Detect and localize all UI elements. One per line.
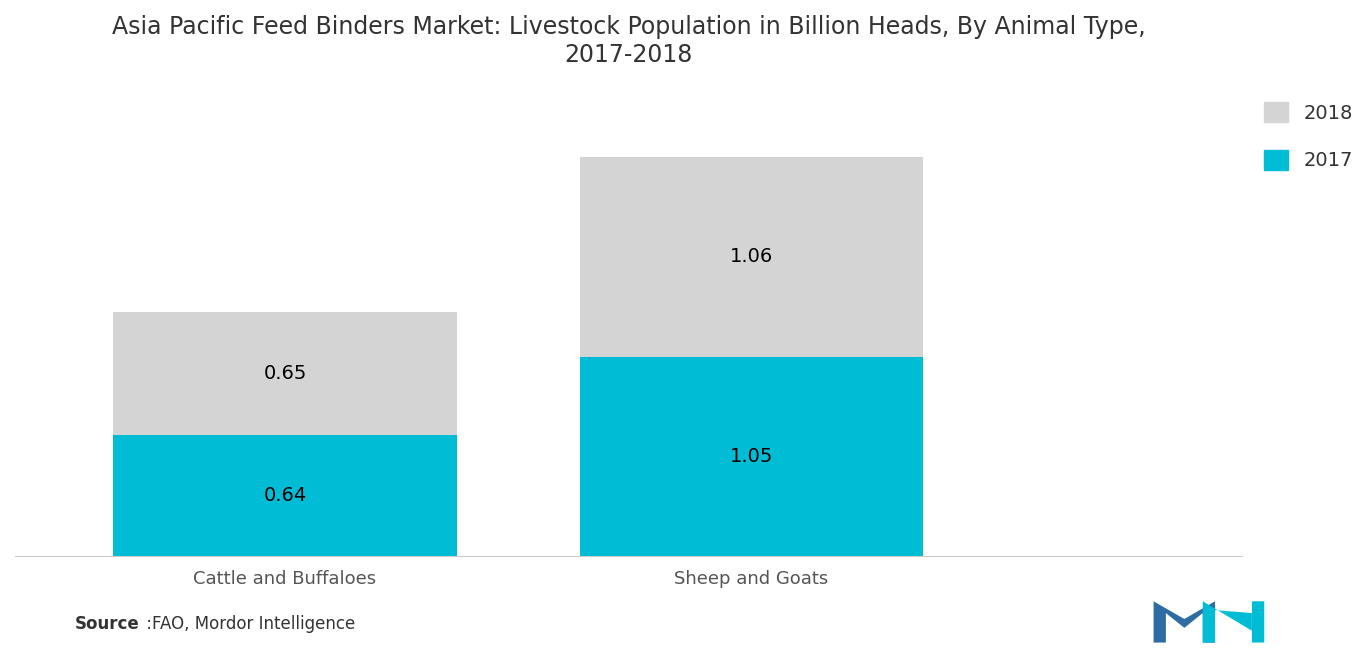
Bar: [113, 312, 456, 435]
Legend: 2018, 2017: 2018, 2017: [1265, 102, 1352, 170]
Text: 0.64: 0.64: [264, 486, 306, 505]
Text: :FAO, Mordor Intelligence: :FAO, Mordor Intelligence: [141, 615, 355, 633]
Text: 1.05: 1.05: [729, 447, 773, 466]
Title: Asia Pacific Feed Binders Market: Livestock Population in Billion Heads, By Anim: Asia Pacific Feed Binders Market: Livest…: [112, 15, 1146, 67]
Bar: [579, 157, 923, 357]
Text: 1.06: 1.06: [729, 248, 773, 267]
Bar: [579, 357, 923, 555]
Text: 0.65: 0.65: [264, 364, 307, 383]
Bar: [113, 435, 456, 555]
Text: Source: Source: [75, 615, 139, 633]
